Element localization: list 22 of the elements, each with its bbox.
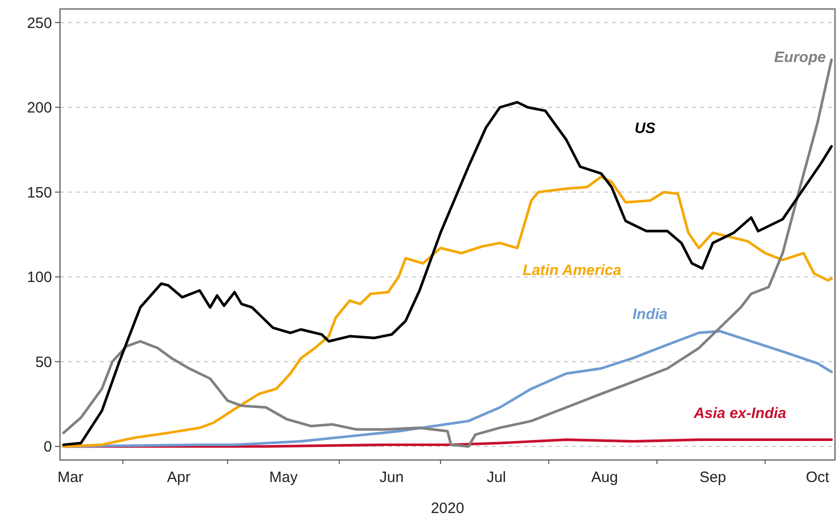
- x-tick-label: Mar: [58, 469, 84, 486]
- series-label: Asia ex-India: [692, 405, 786, 422]
- y-tick-label: 100: [26, 269, 52, 286]
- x-tick-label: Sep: [699, 469, 726, 486]
- x-tick-label: Oct: [806, 469, 830, 486]
- x-tick-label: Aug: [591, 469, 618, 486]
- x-axis-title: 2020: [430, 500, 464, 517]
- series-label: Latin America: [522, 262, 622, 279]
- text: US: [634, 120, 656, 137]
- x-tick-label: Apr: [167, 469, 190, 486]
- x-tick-label: May: [269, 469, 298, 486]
- y-tick-label: 250: [26, 14, 52, 32]
- series-label: India: [632, 306, 668, 323]
- x-tick-label: Jun: [380, 469, 404, 486]
- y-tick-label: 150: [26, 184, 52, 202]
- series-label: Europe: [774, 49, 826, 66]
- line-series: [62, 330, 833, 448]
- y-tick-label: 0: [44, 438, 52, 456]
- y-tick-label: 50: [35, 354, 52, 371]
- x-tick-label: Jul: [486, 469, 506, 486]
- y-tick-label: 200: [26, 100, 52, 117]
- line-series: [62, 176, 833, 448]
